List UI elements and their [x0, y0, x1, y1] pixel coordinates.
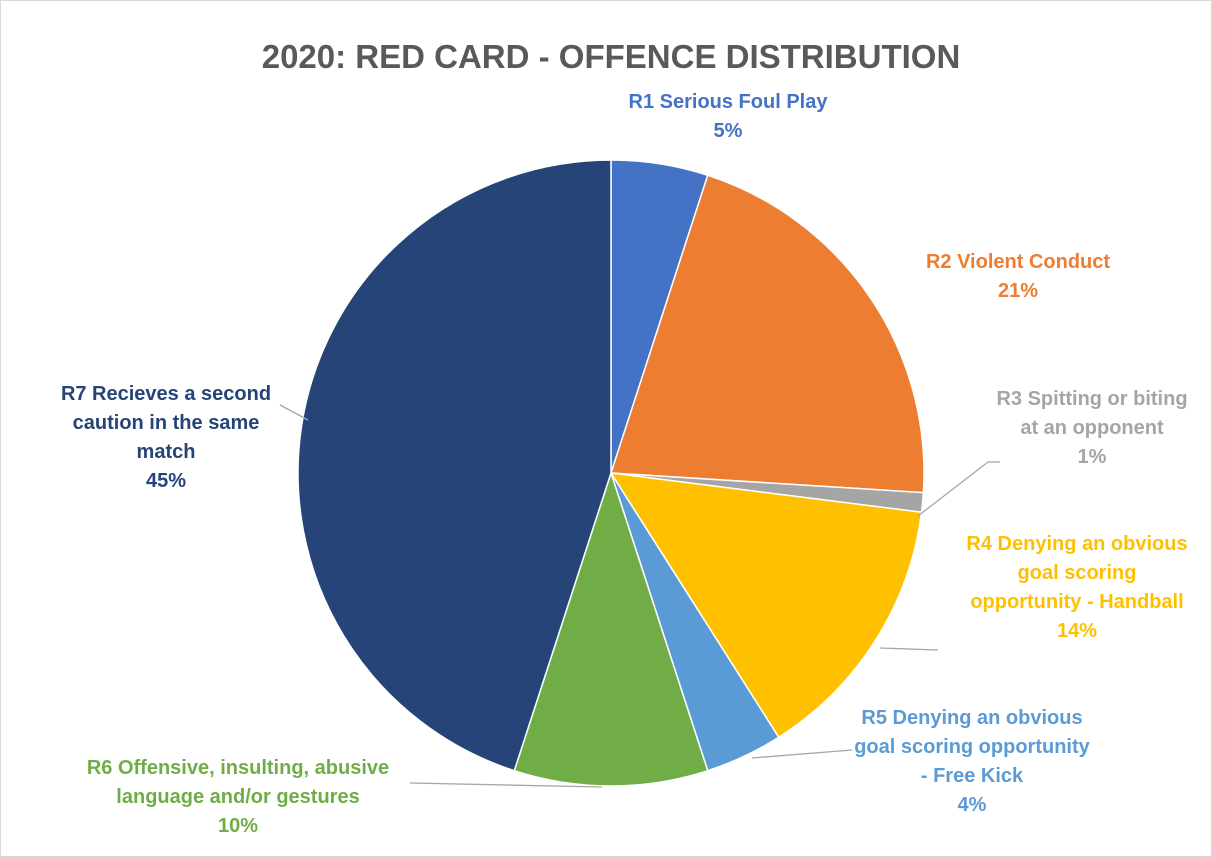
- chart-title: 2020: RED CARD - OFFENCE DISTRIBUTION: [262, 38, 961, 75]
- pie-slice-7: [297, 159, 612, 772]
- leader-line-5: [751, 749, 853, 759]
- data-label-7: R7 Recieves a second caution in the same m…: [61, 383, 271, 492]
- leader-line-3: [917, 461, 1000, 517]
- data-label-4: R4 Denying an obvious goal scoring opportu…: [966, 533, 1187, 642]
- pie-slice-4: [609, 472, 923, 739]
- leader-line-6: [409, 782, 603, 788]
- data-label-6: R6 Offensive, insulting, abusive language…: [87, 757, 389, 837]
- pie-slice-2: [609, 174, 925, 494]
- leader-lines: [279, 404, 1000, 788]
- data-label-5: R5 Denying an obvious goal scoring opport…: [854, 707, 1090, 816]
- data-labels: R1 Serious Foul Play 5% R2 Violent Conduct…: [61, 91, 1188, 837]
- data-label-1: R1 Serious Foul Play 5%: [629, 91, 829, 142]
- leader-line-7: [279, 404, 309, 421]
- pie-slices: [297, 159, 925, 787]
- pie-slice-6: [513, 470, 709, 787]
- leader-line-4: [879, 647, 939, 651]
- data-label-2: R2 Violent Conduct 21%: [926, 251, 1110, 302]
- data-label-3: R3 Spitting or biting at an opponent 1%: [996, 388, 1187, 468]
